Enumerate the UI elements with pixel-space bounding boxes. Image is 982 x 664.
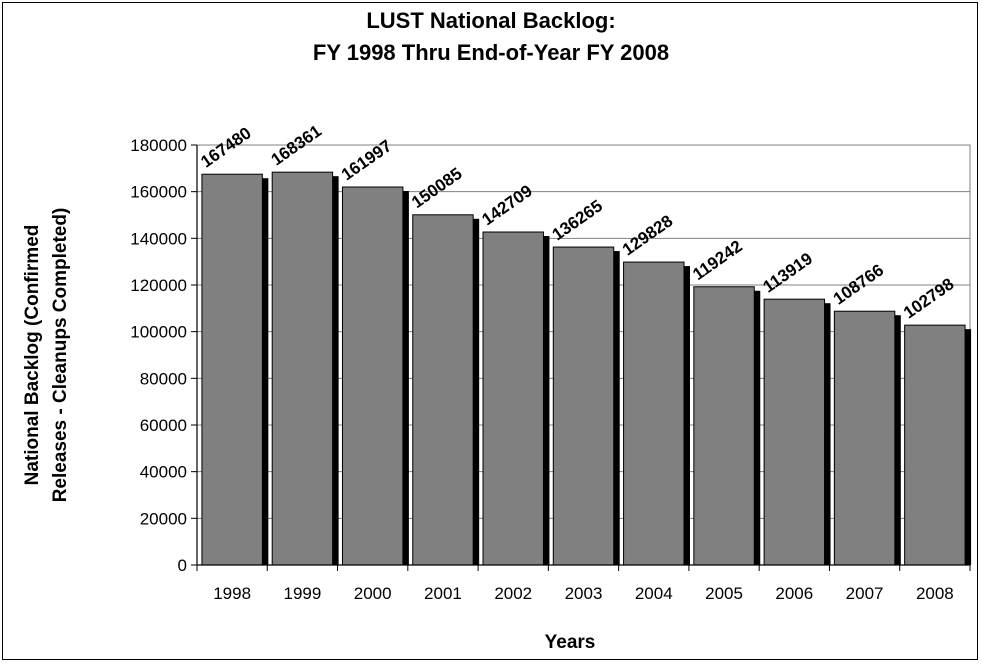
bar [552, 246, 615, 566]
y-tick-label: 40000 [140, 463, 187, 482]
y-tick-label: 60000 [140, 416, 187, 435]
data-label: 119242 [689, 236, 746, 284]
y-tick-label: 140000 [130, 229, 187, 248]
y-tick-label: 180000 [130, 136, 187, 155]
axes [191, 144, 971, 571]
data-label: 129828 [619, 211, 676, 259]
bar [833, 310, 896, 566]
y-tick-label: 80000 [140, 369, 187, 388]
data-label: 102798 [900, 274, 957, 322]
bar [693, 286, 755, 566]
y-tick-label: 0 [178, 556, 187, 575]
y-tick-label: 160000 [130, 183, 187, 202]
y-tick-label: 100000 [130, 323, 187, 342]
x-tick-labels: 1998 1999 2000 2001 2002 2003 2004 2005 2006 2007… [213, 584, 954, 603]
x-tick-label: 2007 [846, 584, 884, 603]
x-tick-label: 2008 [916, 584, 954, 603]
bar [482, 231, 544, 566]
bar [412, 214, 474, 566]
bars [201, 171, 972, 566]
bar [763, 298, 826, 566]
data-label: 142709 [478, 181, 535, 229]
y-axis-label-line1: National Backlog (Confirmed [22, 225, 43, 486]
x-tick-label: 2000 [354, 584, 392, 603]
x-tick-label: 2001 [424, 584, 462, 603]
y-axis-label-line2: Releases - Cleanups Completed) [50, 208, 71, 503]
y-tick-labels: 0 20000 40000 60000 80000 100000 120000 140000 1… [130, 136, 187, 575]
x-tick-label: 2002 [494, 584, 532, 603]
x-axis-label: Years [545, 632, 596, 653]
y-tick-label: 120000 [130, 276, 187, 295]
x-tick-label: 2003 [565, 584, 603, 603]
x-tick-label: 1999 [283, 584, 321, 603]
bar [341, 186, 404, 566]
chart-title: LUST National Backlog: [366, 8, 616, 33]
x-tick-label: 2006 [775, 584, 813, 603]
bar [904, 324, 966, 566]
data-label: 161997 [338, 136, 395, 184]
data-label: 167480 [197, 123, 254, 171]
x-tick-label: 1998 [213, 584, 251, 603]
bar [201, 173, 263, 566]
x-tick-label: 2005 [705, 584, 743, 603]
bar [623, 261, 685, 566]
x-tick-label: 2004 [635, 584, 673, 603]
y-tick-label: 20000 [140, 509, 187, 528]
data-label: 136265 [549, 196, 606, 244]
data-label: 150085 [408, 164, 465, 212]
data-label: 113919 [759, 249, 816, 297]
chart-subtitle: FY 1998 Thru End-of-Year FY 2008 [312, 40, 670, 65]
bar [271, 171, 334, 566]
data-label: 108766 [830, 260, 887, 308]
